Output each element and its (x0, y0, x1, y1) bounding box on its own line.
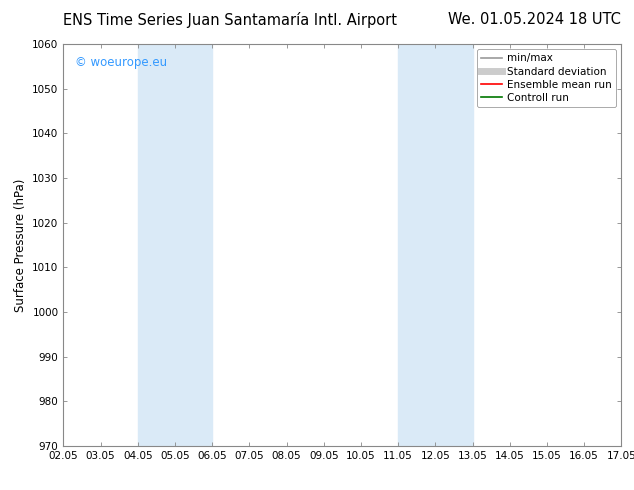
Text: ENS Time Series Juan Santamaría Intl. Airport: ENS Time Series Juan Santamaría Intl. Ai… (63, 12, 398, 28)
Y-axis label: Surface Pressure (hPa): Surface Pressure (hPa) (14, 178, 27, 312)
Bar (138, 44, 212, 446)
Legend: min/max, Standard deviation, Ensemble mean run, Controll run: min/max, Standard deviation, Ensemble me… (477, 49, 616, 107)
Text: © woeurope.eu: © woeurope.eu (75, 56, 167, 69)
Bar (398, 44, 472, 446)
Text: We. 01.05.2024 18 UTC: We. 01.05.2024 18 UTC (448, 12, 621, 27)
